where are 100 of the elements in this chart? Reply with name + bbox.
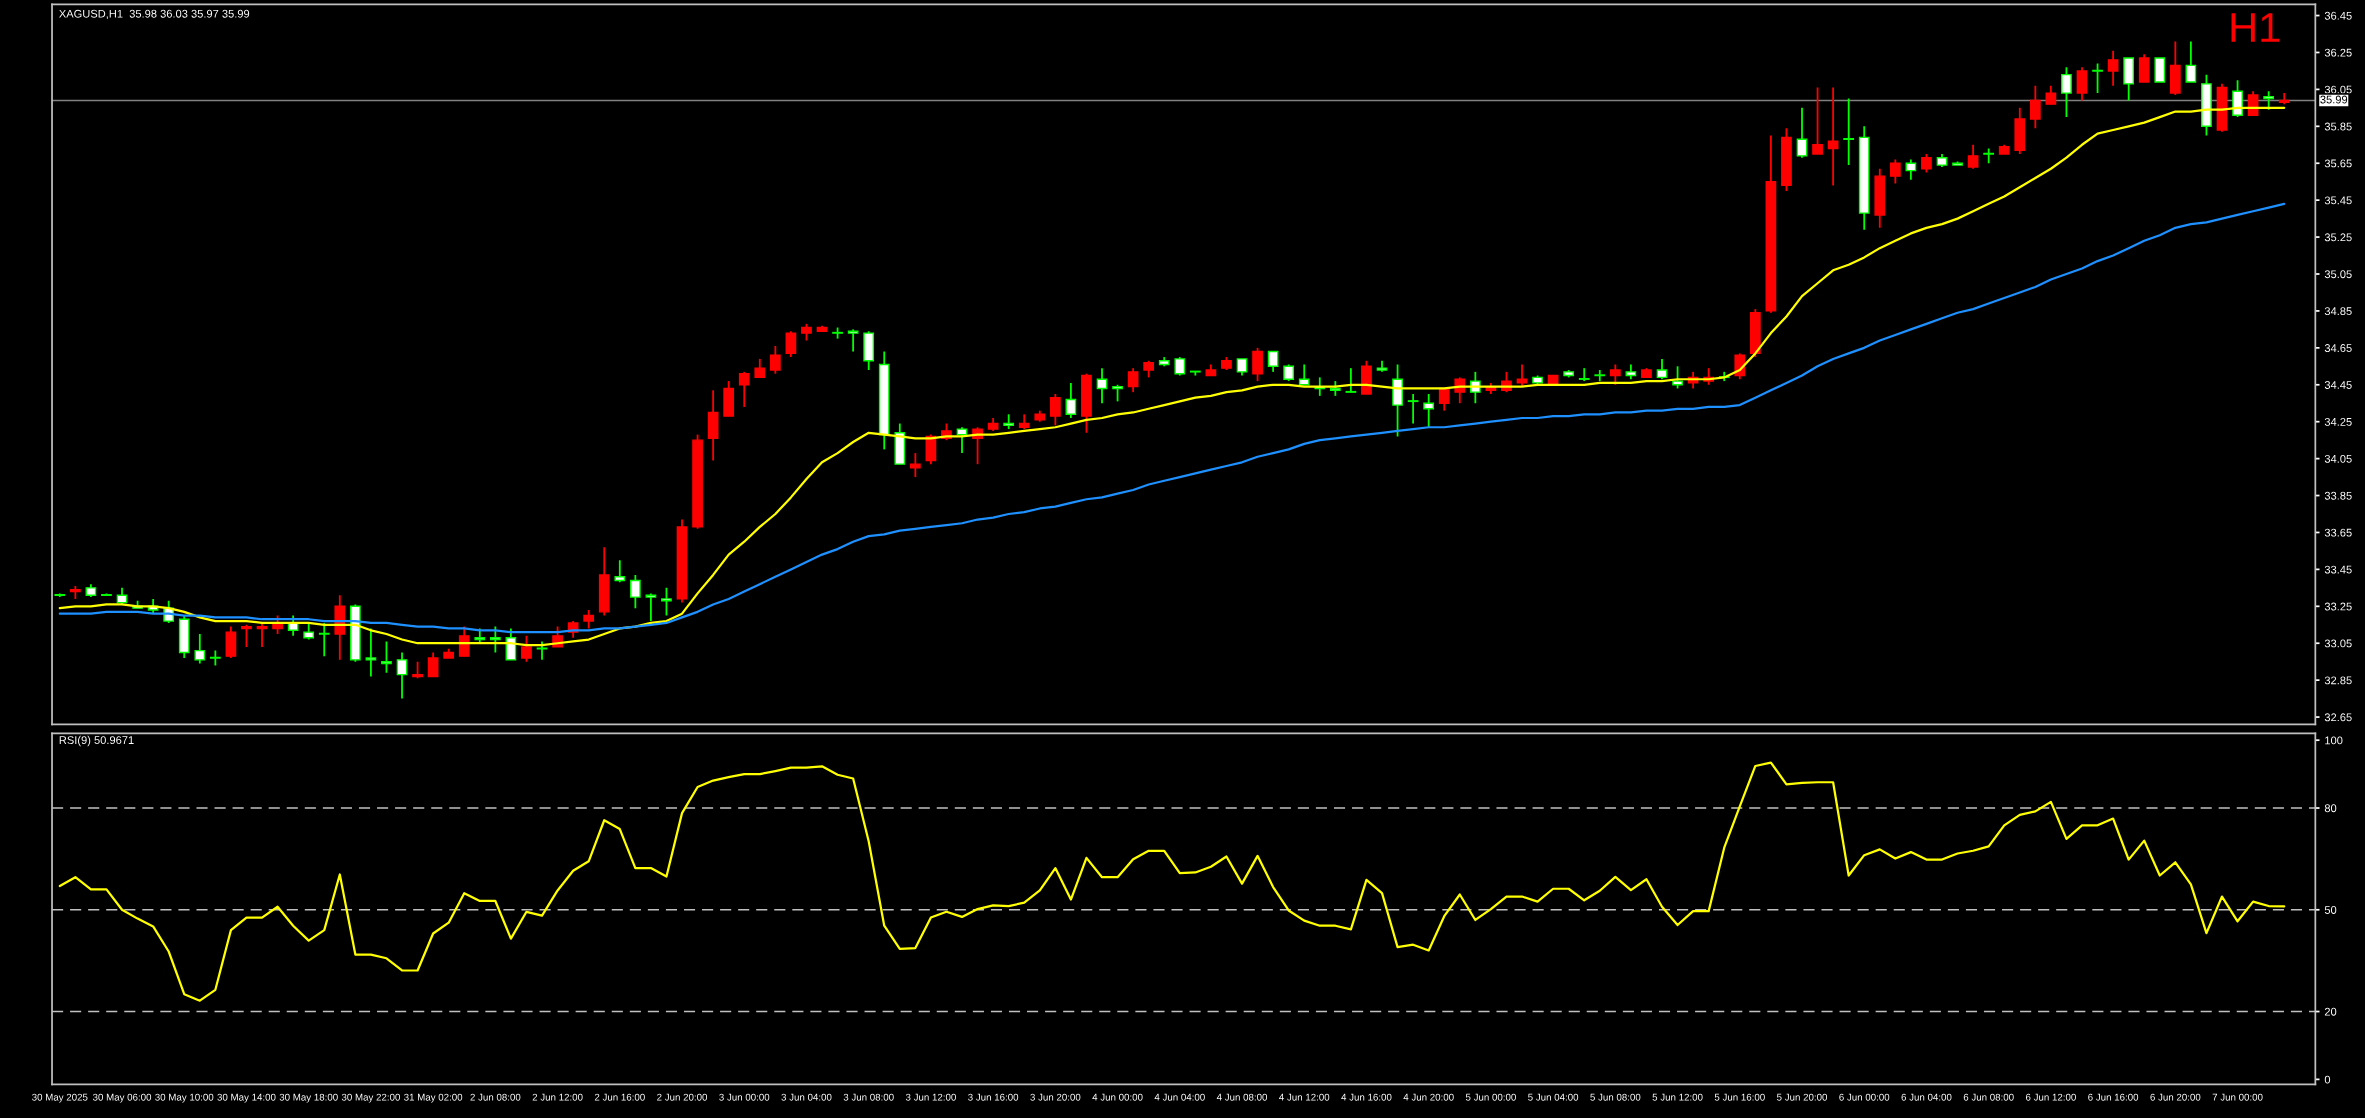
y-tick-label: 33.65 bbox=[2324, 528, 2352, 537]
candlestick bbox=[381, 640, 392, 674]
candlestick bbox=[194, 633, 206, 665]
candlestick bbox=[769, 345, 781, 375]
x-tick-label: 4 Jun 00:00 bbox=[1092, 1093, 1143, 1101]
x-tick-label: 30 May 2025 bbox=[32, 1093, 88, 1103]
candlestick bbox=[661, 586, 672, 617]
candlestick bbox=[318, 622, 330, 658]
candlestick bbox=[1578, 367, 1590, 382]
y-tick-label: 0 bbox=[2324, 1075, 2331, 1084]
candlestick bbox=[396, 651, 408, 700]
candlestick bbox=[1267, 350, 1279, 373]
y-tick-label: 34.45 bbox=[2324, 381, 2352, 389]
x-tick-label: 3 Jun 04:00 bbox=[781, 1093, 832, 1101]
candlestick bbox=[1843, 97, 1855, 166]
candlestick bbox=[754, 358, 766, 379]
candlestick bbox=[1407, 393, 1419, 425]
x-tick-label: 3 Jun 00:00 bbox=[719, 1093, 770, 1101]
line-series bbox=[58, 202, 2286, 634]
x-tick-label: 5 Jun 04:00 bbox=[1528, 1093, 1579, 1101]
y-tick-label: 35.05 bbox=[2324, 270, 2352, 279]
candlestick bbox=[2076, 66, 2088, 102]
x-tick-label: 4 Jun 08:00 bbox=[1216, 1093, 1268, 1101]
y-tick-label: 32.85 bbox=[2324, 676, 2352, 685]
x-tick-label: 2 Jun 16:00 bbox=[594, 1093, 645, 1101]
x-tick-label: 3 Jun 12:00 bbox=[905, 1093, 956, 1101]
x-tick-label: 7 Jun 00:00 bbox=[2212, 1093, 2263, 1101]
candlestick bbox=[1796, 106, 1808, 159]
candlestick bbox=[645, 592, 657, 622]
candlestick bbox=[2061, 66, 2072, 118]
y-tick-label: 32.65 bbox=[2324, 713, 2352, 722]
candlestick bbox=[256, 622, 268, 648]
x-tick-label: 4 Jun 20:00 bbox=[1403, 1093, 1454, 1101]
chart-title: RSI(9) 50.9671 bbox=[59, 735, 134, 747]
candlestick bbox=[956, 426, 968, 454]
y-tick-label: 33.45 bbox=[2324, 565, 2352, 574]
y-tick-label: 20 bbox=[2324, 1007, 2337, 1016]
candlestick bbox=[1672, 365, 1683, 390]
candlestick bbox=[1345, 367, 1357, 394]
candlestick bbox=[2107, 49, 2119, 87]
x-tick-label: 5 Jun 20:00 bbox=[1776, 1093, 1828, 1101]
candlestick bbox=[2045, 84, 2057, 106]
candlestick bbox=[785, 330, 797, 358]
x-tick-label: 30 May 10:00 bbox=[155, 1093, 214, 1103]
candlestick bbox=[1827, 86, 1839, 187]
x-tick-label: 30 May 18:00 bbox=[279, 1093, 338, 1103]
x-tick-label: 6 Jun 04:00 bbox=[1901, 1093, 1952, 1101]
candlestick bbox=[1065, 382, 1077, 419]
x-tick-label: 3 Jun 16:00 bbox=[968, 1093, 1019, 1101]
candlestick bbox=[365, 627, 377, 678]
candlestick bbox=[1921, 153, 1932, 174]
candlestick bbox=[1983, 147, 1995, 165]
y-tick-label: 35.85 bbox=[2324, 122, 2352, 131]
y-tick-label: 34.25 bbox=[2324, 417, 2352, 426]
candlestick bbox=[1967, 143, 1979, 170]
candlestick bbox=[1423, 393, 1435, 429]
x-tick-label: 2 Jun 20:00 bbox=[657, 1093, 708, 1101]
line-series bbox=[58, 761, 2286, 1002]
candlestick bbox=[521, 634, 532, 663]
candlestick bbox=[614, 559, 626, 584]
candlestick bbox=[583, 609, 595, 630]
candlestick bbox=[1656, 358, 1668, 381]
x-tick-label: 6 Jun 08:00 bbox=[1963, 1093, 2014, 1101]
y-tick-label: 36.45 bbox=[2324, 11, 2352, 20]
candlestick bbox=[1298, 363, 1310, 386]
candlestick bbox=[1049, 393, 1061, 427]
x-tick-label: 4 Jun 16:00 bbox=[1341, 1093, 1392, 1101]
candlestick bbox=[2232, 79, 2243, 118]
candlestick bbox=[1174, 356, 1186, 377]
candlestick bbox=[1889, 158, 1901, 185]
candlestick bbox=[2092, 62, 2103, 94]
x-tick-label: 4 Jun 04:00 bbox=[1154, 1093, 1205, 1101]
candlestick bbox=[225, 625, 237, 659]
x-tick-label: 6 Jun 16:00 bbox=[2088, 1093, 2139, 1101]
candlestick bbox=[847, 328, 859, 353]
x-tick-label: 30 May 14:00 bbox=[217, 1093, 276, 1103]
y-tick-label: 34.85 bbox=[2324, 307, 2352, 316]
y-tick-label: 33.25 bbox=[2324, 602, 2352, 611]
y-tick-label: 36.25 bbox=[2324, 48, 2352, 57]
x-tick-label: 2 Jun 12:00 bbox=[532, 1093, 583, 1101]
candlestick bbox=[1252, 346, 1263, 382]
x-tick-label: 2 Jun 08:00 bbox=[470, 1093, 521, 1101]
x-tick-label: 4 Jun 12:00 bbox=[1279, 1093, 1330, 1101]
x-tick-label: 5 Jun 00:00 bbox=[1465, 1093, 1516, 1101]
x-tick-label: 6 Jun 00:00 bbox=[1839, 1093, 1890, 1101]
x-tick-label: 31 May 02:00 bbox=[404, 1093, 463, 1103]
x-tick-label: 6 Jun 12:00 bbox=[2025, 1093, 2076, 1101]
y-tick-label: 35.25 bbox=[2324, 233, 2352, 242]
candlestick bbox=[2263, 90, 2275, 111]
y-tick-label: 35.45 bbox=[2324, 196, 2352, 205]
ref-line-label: 35.99 bbox=[2320, 95, 2348, 104]
candlestick bbox=[1127, 367, 1139, 394]
candlestick bbox=[241, 623, 252, 648]
candlestick bbox=[1609, 363, 1621, 386]
x-tick-label: 5 Jun 12:00 bbox=[1652, 1093, 1703, 1101]
y-tick-label: 100 bbox=[2325, 736, 2343, 745]
x-tick-label: 5 Jun 16:00 bbox=[1714, 1093, 1765, 1101]
y-tick-label: 34.65 bbox=[2324, 344, 2352, 352]
candlestick bbox=[909, 452, 921, 478]
x-tick-label: 3 Jun 20:00 bbox=[1030, 1093, 1081, 1101]
